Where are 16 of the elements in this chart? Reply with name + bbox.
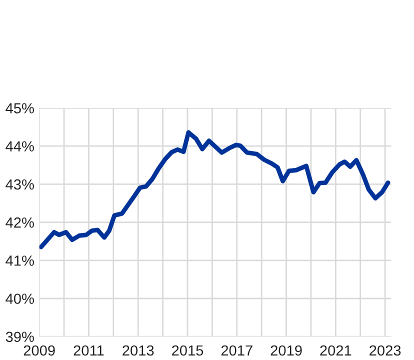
y-tick-label: 41% [6, 256, 34, 266]
x-tick-label: 2009 [24, 345, 55, 356]
y-tick-label: 44% [6, 141, 34, 152]
x-tick-label: 2023 [370, 345, 401, 356]
y-tick-label: 39% [6, 332, 34, 342]
x-tick-label: 2013 [122, 345, 154, 356]
y-tick-label: 40% [6, 294, 34, 304]
y-tick-label: 45% [6, 103, 34, 114]
x-tick-label: 2011 [74, 345, 104, 356]
y-tick-label: 42% [6, 217, 34, 228]
x-tick-label: 2021 [320, 345, 352, 356]
x-tick-label: 2015 [172, 345, 204, 356]
y-tick-label: 43% [6, 179, 34, 190]
x-tick-label: 2017 [221, 345, 252, 356]
x-tick-label: 2019 [270, 345, 302, 356]
line-series [39, 130, 390, 250]
